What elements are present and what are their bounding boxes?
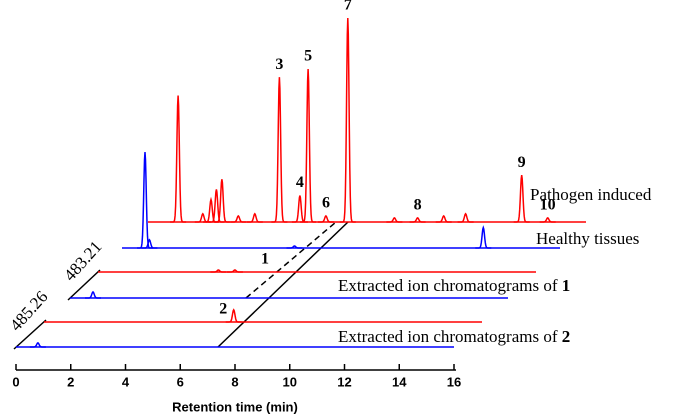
x-axis-label: Retention time (min) — [172, 399, 298, 414]
mz-label: 485.26 — [6, 287, 51, 334]
peak — [539, 217, 556, 223]
peak — [203, 196, 219, 223]
annotation: Extracted ion chromatograms of 1 — [338, 276, 570, 295]
peak — [300, 68, 317, 223]
peak-label: 9 — [518, 154, 526, 171]
peak — [386, 217, 403, 223]
annotation-text: Extracted ion chromatograms of — [338, 276, 562, 295]
peak — [213, 179, 230, 223]
x-tick-label: 8 — [231, 374, 238, 389]
peak — [435, 214, 452, 223]
peak-label: 3 — [275, 56, 283, 73]
peak — [271, 77, 288, 223]
x-tick-label: 16 — [447, 374, 461, 389]
annotation-number: 1 — [562, 276, 571, 295]
peak-label: 2 — [219, 301, 227, 318]
peak — [226, 269, 243, 273]
annotation-text: Extracted ion chromatograms of — [338, 327, 562, 346]
peak-label: 1 — [261, 251, 269, 268]
trace-label: Healthy tissues — [536, 229, 639, 248]
peak — [513, 174, 530, 223]
shift-line — [245, 221, 337, 299]
x-tick-label: 2 — [67, 374, 74, 389]
x-tick-label: 10 — [283, 374, 297, 389]
annotation: Extracted ion chromatograms of 2 — [338, 327, 570, 346]
peak — [475, 225, 492, 249]
peak — [137, 152, 153, 249]
peak — [339, 17, 356, 223]
peak-label: 6 — [322, 195, 330, 212]
peak-label: 4 — [296, 174, 304, 191]
peak — [409, 217, 426, 223]
x-tick-label: 14 — [392, 374, 407, 389]
offset-line — [13, 319, 47, 350]
peak — [230, 214, 247, 223]
peak — [29, 342, 46, 348]
peak — [291, 195, 308, 223]
peak-label: 10 — [540, 197, 556, 214]
peak-label: 7 — [344, 0, 352, 14]
annotation-number: 2 — [562, 327, 571, 346]
peak — [246, 212, 263, 223]
x-tick-label: 0 — [12, 374, 19, 389]
peak — [317, 214, 334, 223]
peak-label: 8 — [414, 197, 422, 214]
peak — [457, 212, 474, 223]
peak — [286, 245, 303, 249]
mz-label: 483.21 — [60, 237, 105, 284]
shift-line — [217, 221, 349, 348]
peak-label: 5 — [304, 48, 312, 65]
peak — [225, 308, 242, 323]
trace-label: Pathogen induced — [530, 185, 652, 204]
x-tick-label: 6 — [177, 374, 184, 389]
offset-line — [67, 269, 101, 301]
peak — [208, 189, 225, 223]
peak — [170, 95, 187, 223]
x-tick-label: 4 — [122, 374, 130, 389]
peak — [141, 238, 158, 249]
peak — [210, 269, 227, 273]
x-tick-label: 12 — [337, 374, 351, 389]
peak — [85, 290, 101, 299]
